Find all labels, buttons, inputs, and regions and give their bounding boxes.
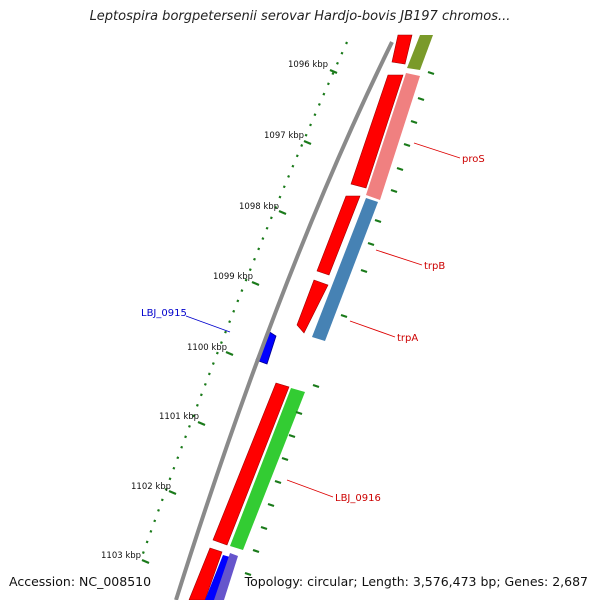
lbj0915-leader xyxy=(185,315,231,333)
kbp-label-1097: 1097 kbp xyxy=(264,131,304,141)
gene-label-lbj0915[interactable]: LBJ_0915 xyxy=(141,308,187,319)
kbp-label-1096: 1096 kbp xyxy=(288,60,328,70)
kbp-label-1101: 1101 kbp xyxy=(159,412,199,422)
forward-cds-trpa[interactable] xyxy=(296,279,329,334)
forward-cds-track xyxy=(188,34,413,600)
category-track xyxy=(214,35,433,600)
kbp-ticks xyxy=(141,68,338,565)
forward-cds[interactable] xyxy=(188,547,223,600)
trpa-leader xyxy=(349,320,396,338)
forward-cds[interactable] xyxy=(391,34,413,65)
category-lbj0916[interactable] xyxy=(230,388,305,550)
kbp-label-1099: 1099 kbp xyxy=(213,272,253,282)
kbp-label-1103: 1103 kbp xyxy=(101,551,141,561)
kbp-label-1102: 1102 kbp xyxy=(131,482,171,492)
kbp-label-1100: 1100 kbp xyxy=(187,343,227,353)
ruler-dotted-arc xyxy=(138,41,349,563)
category-olive[interactable] xyxy=(407,35,433,70)
backbone-arc xyxy=(174,41,394,600)
category-purple[interactable] xyxy=(214,553,238,600)
gene-label-lbj0916[interactable]: LBJ_0916 xyxy=(335,493,381,504)
pros-leader xyxy=(413,142,461,159)
forward-cds-trpb[interactable] xyxy=(316,195,361,276)
gene-label-trpb[interactable]: trpB xyxy=(424,261,445,272)
map-title: Leptospira borgpetersenii serovar Hardjo… xyxy=(89,9,511,24)
category-pros[interactable] xyxy=(366,73,420,200)
topology-text: Topology: circular; Length: 3,576,473 bp… xyxy=(244,574,588,589)
gene-label-trpa[interactable]: trpA xyxy=(397,333,418,344)
kbp-label-1098: 1098 kbp xyxy=(239,202,279,212)
lbj0916-leader xyxy=(286,479,334,498)
accession-text: Accession: NC_008510 xyxy=(9,574,152,589)
gene-label-pros[interactable]: proS xyxy=(462,154,485,165)
inner-ticks xyxy=(244,70,435,577)
category-trpb-trpa[interactable] xyxy=(312,198,378,341)
reverse-cds[interactable] xyxy=(205,555,230,600)
trpb-leader xyxy=(375,249,423,266)
forward-cds-lbj0916[interactable] xyxy=(212,382,290,546)
forward-cds-pros[interactable] xyxy=(350,74,404,189)
